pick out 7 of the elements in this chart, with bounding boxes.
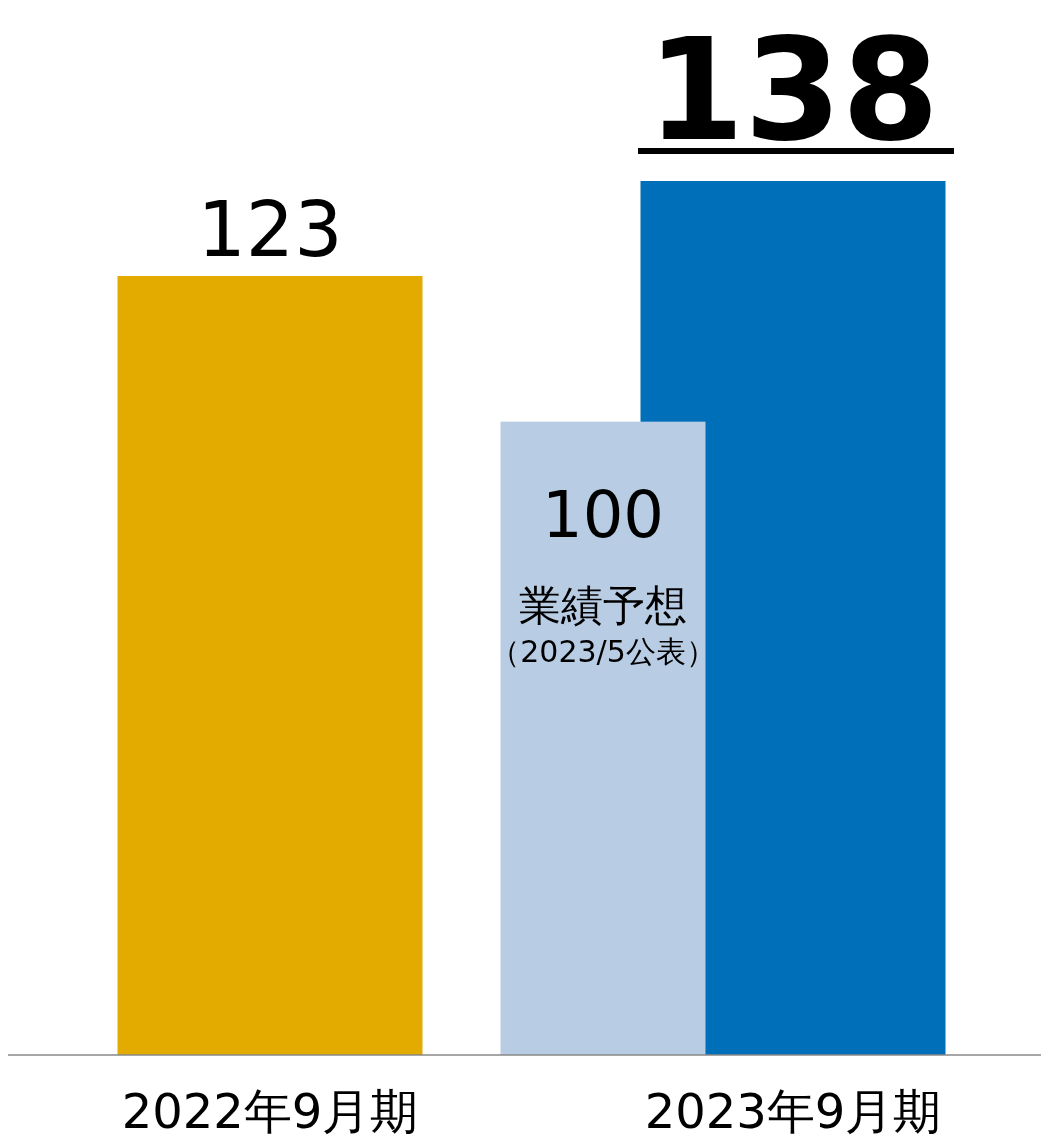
data-label: 100: [541, 477, 665, 552]
annotation: （2023/5公表）: [490, 633, 716, 669]
series-label: 業績予想: [519, 580, 687, 630]
data-label: 138: [646, 9, 940, 172]
x-tick-label: 2022年9月期: [121, 1083, 419, 1139]
x-tick-label: 2023年9月期: [644, 1083, 942, 1139]
data-label: 123: [197, 185, 343, 274]
